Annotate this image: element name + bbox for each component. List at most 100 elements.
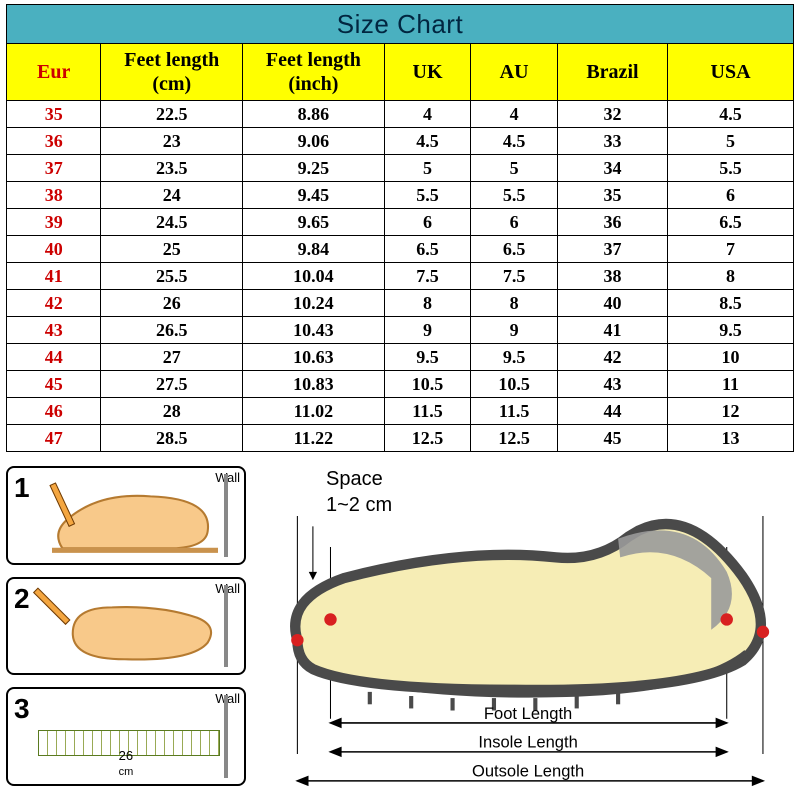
cell: 10 (668, 344, 794, 371)
table-row: 4326.510.4399419.5 (7, 317, 794, 344)
cell: 7.5 (471, 263, 558, 290)
cell: 28 (101, 398, 243, 425)
cell: 11.22 (243, 425, 385, 452)
cell: 5.5 (668, 155, 794, 182)
cell: 44 (557, 398, 667, 425)
foot-top-icon (52, 597, 218, 670)
table-title: Size Chart (7, 5, 794, 44)
col-eur: Eur (7, 44, 101, 101)
space-label: Space 1~2 cm (326, 466, 392, 518)
cell: 26.5 (101, 317, 243, 344)
table-row: 4527.510.8310.510.54311 (7, 371, 794, 398)
table-row: 3723.59.2555345.5 (7, 155, 794, 182)
shoe-diagram: Space 1~2 cm (256, 466, 794, 786)
cell: 35 (7, 101, 101, 128)
cell: 44 (7, 344, 101, 371)
cell: 11.5 (384, 398, 471, 425)
table-row: 38249.455.55.5356 (7, 182, 794, 209)
cell: 25 (101, 236, 243, 263)
foot-side-icon (52, 486, 218, 559)
cell: 43 (557, 371, 667, 398)
cell: 37 (557, 236, 667, 263)
step-1: 1 Wall (6, 466, 246, 565)
table-row: 442710.639.59.54210 (7, 344, 794, 371)
table-row: 422610.2488408.5 (7, 290, 794, 317)
cell: 9.84 (243, 236, 385, 263)
size-chart-table: Size Chart Eur Feet length(cm) Feet leng… (6, 4, 794, 452)
cell: 5 (384, 155, 471, 182)
cell: 9.45 (243, 182, 385, 209)
cell: 32 (557, 101, 667, 128)
cell: 12.5 (471, 425, 558, 452)
cell: 7.5 (384, 263, 471, 290)
cell: 38 (7, 182, 101, 209)
cell: 33 (557, 128, 667, 155)
col-usa: USA (668, 44, 794, 101)
cell: 36 (7, 128, 101, 155)
cell: 4.5 (384, 128, 471, 155)
cell: 10.24 (243, 290, 385, 317)
cell: 5 (668, 128, 794, 155)
cell: 4.5 (471, 128, 558, 155)
cell: 4.5 (668, 101, 794, 128)
cell: 6 (668, 182, 794, 209)
cell: 12.5 (384, 425, 471, 452)
cell: 36 (557, 209, 667, 236)
col-feet-cm: Feet length(cm) (101, 44, 243, 101)
table-row: 462811.0211.511.54412 (7, 398, 794, 425)
col-uk: UK (384, 44, 471, 101)
table-row: 40259.846.56.5377 (7, 236, 794, 263)
cell: 45 (557, 425, 667, 452)
cell: 5.5 (384, 182, 471, 209)
cell: 10.5 (384, 371, 471, 398)
cell: 10.63 (243, 344, 385, 371)
cell: 41 (7, 263, 101, 290)
col-au: AU (471, 44, 558, 101)
cell: 10.5 (471, 371, 558, 398)
cell: 4 (471, 101, 558, 128)
cell: 8.86 (243, 101, 385, 128)
cell: 11.5 (471, 398, 558, 425)
col-feet-inch: Feet length(inch) (243, 44, 385, 101)
header-row: Eur Feet length(cm) Feet length(inch) UK… (7, 44, 794, 101)
cell: 6 (384, 209, 471, 236)
cell: 4 (384, 101, 471, 128)
cell: 9.06 (243, 128, 385, 155)
cell: 9.25 (243, 155, 385, 182)
cell: 23 (101, 128, 243, 155)
cell: 10.83 (243, 371, 385, 398)
cell: 8 (471, 290, 558, 317)
cell: 9 (471, 317, 558, 344)
cell: 7 (668, 236, 794, 263)
cell: 27 (101, 344, 243, 371)
table-row: 4125.510.047.57.5388 (7, 263, 794, 290)
cell: 24 (101, 182, 243, 209)
wall-icon (224, 695, 228, 778)
cell: 10.43 (243, 317, 385, 344)
cell: 37 (7, 155, 101, 182)
cell: 28.5 (101, 425, 243, 452)
cell: 42 (7, 290, 101, 317)
cell: 41 (557, 317, 667, 344)
cell: 6.5 (384, 236, 471, 263)
cell: 11 (668, 371, 794, 398)
table-row: 3924.59.6566366.5 (7, 209, 794, 236)
cell: 9.5 (668, 317, 794, 344)
cell: 43 (7, 317, 101, 344)
cell: 45 (7, 371, 101, 398)
cell: 42 (557, 344, 667, 371)
cell: 6.5 (668, 209, 794, 236)
cell: 26 (101, 290, 243, 317)
cell: 11.02 (243, 398, 385, 425)
cell: 6.5 (471, 236, 558, 263)
cell: 40 (557, 290, 667, 317)
outsole-length-label: Outsole Length (472, 762, 584, 781)
cell: 25.5 (101, 263, 243, 290)
col-brazil: Brazil (557, 44, 667, 101)
cell: 5 (471, 155, 558, 182)
table-row: 36239.064.54.5335 (7, 128, 794, 155)
cell: 8 (668, 263, 794, 290)
diagram-area: 1 Wall 2 Wall 3 (0, 456, 800, 796)
foot-length-label: Foot Length (484, 704, 572, 723)
cell: 38 (557, 263, 667, 290)
